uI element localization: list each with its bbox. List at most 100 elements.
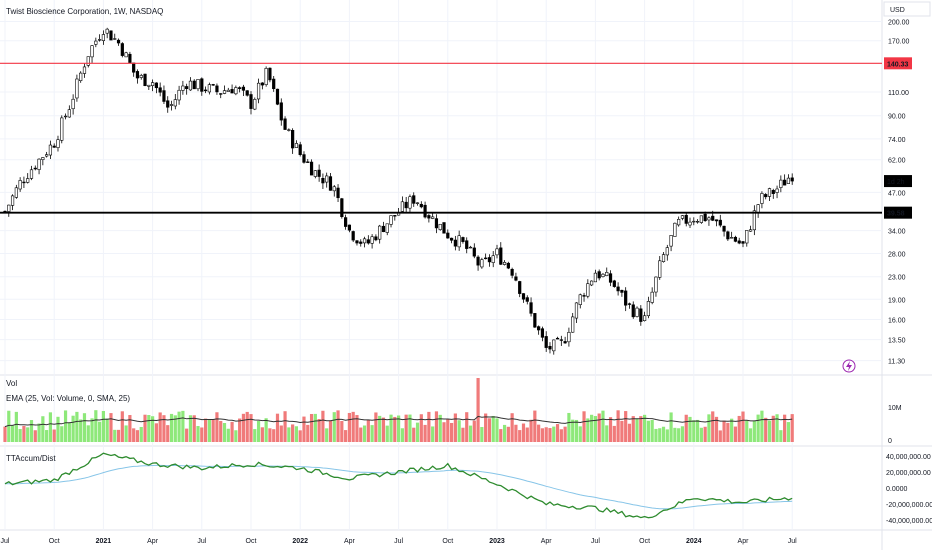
volume-bar [283,411,287,442]
candle [582,295,586,297]
candle [279,102,283,121]
level-price-tag [884,57,912,70]
volume-bar [306,424,310,442]
candle [151,82,155,86]
candle [521,293,526,300]
volume-bar [786,422,791,442]
candle [105,28,109,34]
candle [41,157,45,160]
candle [351,231,355,241]
volume-bar [207,419,211,442]
volume-bar [601,410,605,442]
volume-bar [67,422,71,442]
volume-bar [552,426,556,442]
ad-signal-line [4,464,793,510]
accum-dist-pane[interactable] [4,452,793,519]
volume-bar [63,410,68,442]
volume-label: Vol [6,379,17,388]
candle [366,239,370,244]
candle [533,313,537,328]
candle [567,332,571,343]
candle [654,276,658,293]
ad-tick-label: -20,000,000.00 [886,502,932,509]
candle [67,109,71,118]
candle [415,202,420,204]
volume-bar [10,425,15,442]
candle [745,230,749,244]
candle [378,225,382,240]
candle [332,186,336,192]
last-price-label: 1d 2h [887,179,905,186]
volume-bar [752,420,756,442]
accum-dist-label: TTAccum/Dist [6,454,56,463]
currency-label: USD [890,7,905,14]
volume-bar [317,418,321,442]
volume-bar [582,411,586,442]
volume-bar [309,413,314,442]
volume-bar [328,420,333,442]
candle [253,99,257,110]
volume-bar [75,411,79,442]
volume-bar [616,410,620,442]
volume-bar [733,426,738,442]
candle [427,215,431,219]
ad-line [4,452,793,519]
level-price-label: 39.58 [887,211,905,218]
candle [737,240,741,244]
candle [552,339,556,352]
volume-bar [321,410,325,442]
candle [188,80,193,91]
candle [733,236,738,242]
y-tick-label: 47.00 [888,190,906,197]
candle [143,73,147,87]
volume-bar [764,417,768,442]
volume-bar [45,430,49,442]
volume-bar [718,430,722,442]
x-tick-label: Jul [197,538,206,545]
y-tick-label: 23.00 [888,275,906,282]
x-tick-label: 2022 [292,538,308,545]
volume-bar [94,410,98,442]
x-tick-label: Jul [1,538,10,545]
volume-bar [181,410,185,442]
price-pane[interactable] [0,27,882,355]
candle [639,308,643,322]
candle [699,215,703,223]
volume-bar [37,423,41,442]
volume-bar [351,411,355,442]
volume-bar [226,428,230,442]
volume-pane[interactable] [3,378,794,442]
volume-bar [699,427,703,442]
volume-bar [620,420,624,442]
x-tick-label: Jul [591,538,600,545]
volume-bar [434,411,439,442]
candle [139,75,143,78]
candle [642,315,647,322]
candle [291,130,295,149]
candle [514,276,518,281]
candle [472,247,476,257]
currency-button[interactable] [883,1,931,17]
candle [748,229,753,232]
x-tick-label: 2024 [686,538,702,545]
volume-bar [658,428,662,442]
volume-bar [722,420,726,442]
volume-bar [3,426,7,442]
volume-bar [612,425,616,442]
candle [711,215,715,221]
candle [419,203,423,208]
volume-bar [529,419,533,442]
volume-bar [563,426,567,442]
volume-bar [586,418,590,442]
volume-bar [499,429,503,442]
candle [241,86,246,91]
volume-ema-line [4,415,793,428]
volume-bar [287,427,291,442]
volume-indicator-label: EMA (25, Vol: Volume, 0, SMA, 25) [6,394,130,403]
volume-bar [555,424,560,442]
volume-bar [245,411,249,442]
volume-bar [461,427,465,442]
lightning-icon[interactable] [842,359,856,373]
volume-bar [162,415,166,442]
